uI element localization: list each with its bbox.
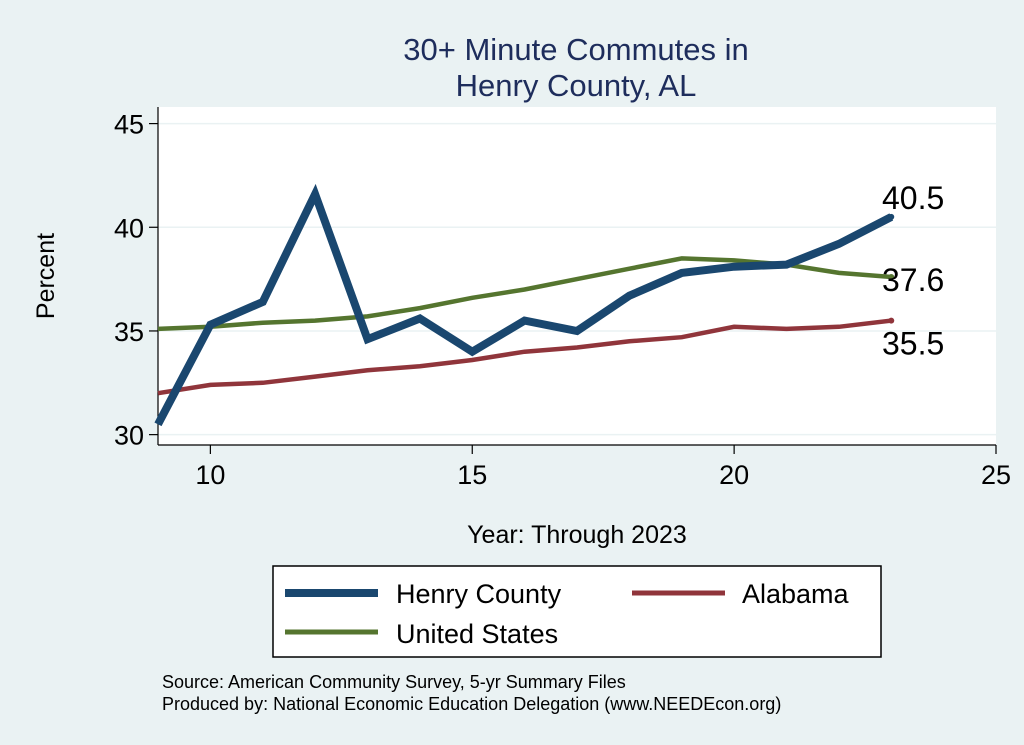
y-tick-label-45: 45 [114,110,144,140]
legend-box [272,565,882,658]
series-end-point-united-states [888,274,895,281]
producer-note: Produced by: National Economic Education… [162,694,781,714]
series-end-point-henry-county [888,213,895,220]
series-end-point-alabama [888,317,895,324]
y-tick-label-35: 35 [114,317,144,347]
x-tick-label-10: 10 [195,460,225,490]
end-labels: 40.5 35.5 37.6 [882,180,944,362]
series-line-henry-county [154,183,894,427]
legend-label-united-states: United States [396,619,558,649]
source-note: Source: American Community Survey, 5-yr … [162,672,626,692]
end-label-united-states: 37.6 [882,262,944,298]
end-label-alabama: 35.5 [882,326,944,362]
legend-label-henry-county: Henry County [396,579,562,609]
x-tick-label-20: 20 [719,460,749,490]
x-axis-title: Year: Through 2023 [467,521,687,549]
y-axis-title: Percent [32,233,60,319]
y-tick-label-30: 30 [114,421,144,451]
axes: 30 35 40 45 10 15 20 25 [114,107,1011,490]
y-tick-label-40: 40 [114,213,144,243]
chart-title-line-1: 30+ Minute Commutes in [403,32,748,67]
legend-label-alabama: Alabama [742,579,850,609]
x-tick-label-15: 15 [457,460,487,490]
series-lines [154,183,895,427]
end-label-henry-county: 40.5 [882,180,944,216]
series-line-alabama [157,318,892,396]
chart-title-line-2: Henry County, AL [456,68,697,103]
x-tick-label-25: 25 [981,460,1011,490]
legend: Henry County Alabama United States [272,565,882,658]
